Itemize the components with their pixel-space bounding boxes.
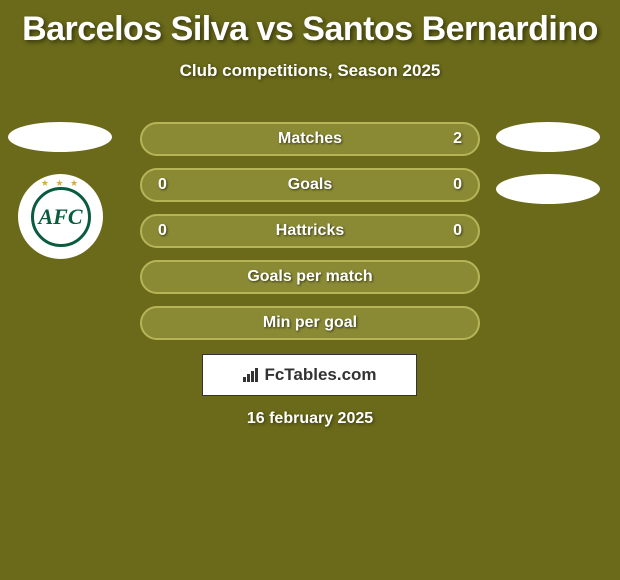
right-badge-1 [496,122,600,152]
right-badge-2 [496,174,600,204]
stat-label: Goals per match [247,268,372,286]
watermark-text: FcTables.com [264,365,376,385]
watermark-badge: FcTables.com [202,354,417,396]
page-title: Barcelos Silva vs Santos Bernardino [0,0,620,49]
stat-row-matches: Matches 2 [140,122,480,156]
club-logo-text: AFC [38,204,82,230]
stat-row-min-per-goal: Min per goal [140,306,480,340]
stat-value-right: 2 [442,130,462,148]
stats-container: Matches 2 0 Goals 0 0 Hattricks 0 Goals … [140,122,480,352]
left-player-badges: ★ ★ ★ AFC [8,122,112,259]
stat-label: Hattricks [276,222,344,240]
left-badge-1 [8,122,112,152]
stat-label: Goals [288,176,332,194]
stat-value-right: 0 [442,222,462,240]
date-text: 16 february 2025 [0,410,620,428]
club-logo-inner: AFC [31,187,91,247]
club-logo-left: ★ ★ ★ AFC [18,174,103,259]
stat-label: Min per goal [263,314,357,332]
stat-value-left: 0 [158,222,178,240]
stat-value-right: 0 [442,176,462,194]
stat-row-goals-per-match: Goals per match [140,260,480,294]
stat-row-goals: 0 Goals 0 [140,168,480,202]
stat-label: Matches [278,130,342,148]
right-player-badges [496,122,600,226]
chart-icon [242,368,260,382]
stat-value-left: 0 [158,176,178,194]
subtitle: Club competitions, Season 2025 [0,61,620,81]
stat-row-hattricks: 0 Hattricks 0 [140,214,480,248]
